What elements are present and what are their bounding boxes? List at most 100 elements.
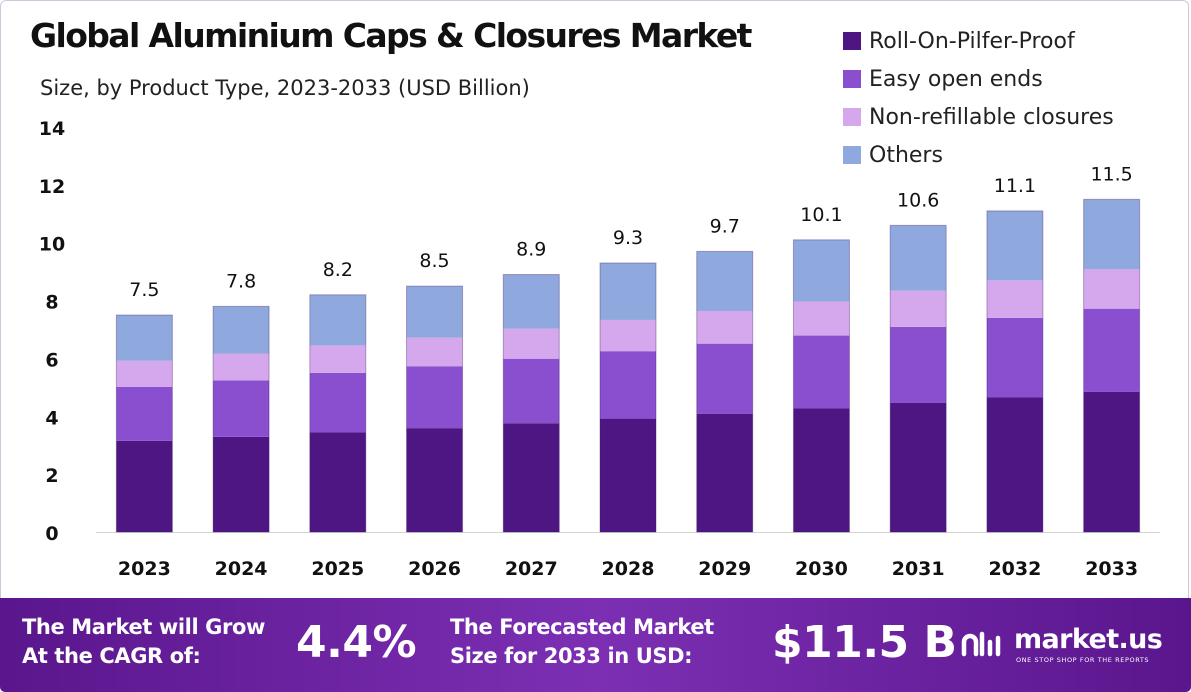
bar-segment [309, 372, 366, 433]
bar-segment [406, 286, 463, 338]
market-us-logo: market.us ONE STOP SHOP FOR THE REPORTS [960, 624, 1175, 668]
bar-segment [986, 317, 1043, 398]
bar-outline [696, 250, 754, 533]
bar-segment [696, 251, 753, 311]
total-data-label: 10.1 [800, 204, 842, 226]
x-tick-label: 2027 [505, 558, 558, 580]
bar-segment [600, 418, 656, 532]
legend-item: Easy open ends [843, 60, 1114, 98]
y-tick-label: 2 [45, 465, 58, 487]
total-data-label: 9.3 [613, 227, 643, 249]
y-tick-label: 12 [39, 176, 65, 198]
bar-segment [793, 408, 850, 532]
bar-segment [503, 423, 560, 532]
bar-segment [793, 335, 850, 409]
bar-segment [503, 274, 560, 329]
x-tick-label: 2024 [215, 558, 268, 580]
bar-segment [986, 210, 1043, 281]
market-us-logo-icon [961, 631, 1001, 657]
legend-label: Easy open ends [869, 66, 1043, 92]
x-tick-label: 2031 [892, 558, 945, 580]
bar-segment [600, 319, 656, 352]
y-tick-label: 10 [39, 234, 65, 256]
bar-segment [793, 301, 850, 336]
bar-segment [1083, 391, 1140, 532]
legend-swatch [843, 32, 861, 50]
legend-item: Roll-On-Pilfer-Proof [843, 22, 1114, 60]
bar-outline [889, 224, 947, 533]
bar-segment [213, 353, 270, 381]
bar-segment [503, 328, 560, 359]
legend-item: Non-refillable closures [843, 98, 1114, 136]
bar-segment [406, 428, 463, 532]
bar-outline [406, 285, 464, 533]
forecast-label: The Forecasted Market Size for 2033 in U… [450, 613, 714, 671]
x-tick-label: 2025 [311, 558, 364, 580]
bar-segment [890, 225, 947, 291]
bar-segment [890, 326, 947, 403]
legend-swatch [843, 108, 861, 126]
cagr-label-line1: The Market will Grow [22, 615, 265, 639]
bar-segment [793, 239, 850, 302]
bar-segment [503, 358, 560, 424]
x-tick-label: 2028 [602, 558, 655, 580]
cagr-label: The Market will Grow At the CAGR of: [22, 613, 265, 671]
bar-segment [406, 337, 463, 367]
logo-tagline: ONE STOP SHOP FOR THE REPORTS [1016, 656, 1150, 664]
bar-segment [309, 294, 366, 346]
total-data-label: 7.8 [226, 270, 256, 292]
bar-segment [696, 310, 753, 344]
legend-label: Others [869, 142, 943, 168]
x-tick-label: 2023 [118, 558, 171, 580]
cagr-label-line2: At the CAGR of: [22, 644, 201, 668]
total-data-label: 11.5 [1090, 163, 1132, 185]
bar-segment [309, 432, 366, 532]
bar-segment [890, 290, 947, 327]
bar-segment [213, 380, 270, 437]
bar-segment [986, 397, 1043, 532]
bar-segment [1083, 199, 1140, 270]
legend-item: Others [843, 136, 1114, 174]
chart-subtitle: Size, by Product Type, 2023-2033 (USD Bi… [40, 76, 530, 100]
x-tick-label: 2032 [988, 558, 1041, 580]
chart-title: Global Aluminium Caps & Closures Market [30, 16, 752, 55]
x-tick-label: 2030 [795, 558, 848, 580]
bar-outline [502, 274, 560, 533]
forecast-value: $11.5 B [772, 617, 957, 668]
bar-segment [309, 345, 366, 373]
bar-segment [213, 436, 270, 532]
y-tick-label: 4 [45, 407, 58, 429]
bar-outline [309, 294, 367, 533]
x-tick-label: 2033 [1085, 558, 1138, 580]
stacked-bar-chart: 0 2 4 6 8 10 12 14 7.5 2023 7.8 2024 8.2 2025 8.5 2026 8… [39, 118, 1160, 580]
total-data-label: 8.9 [516, 239, 546, 261]
total-data-label: 9.7 [710, 215, 740, 237]
footer-banner: The Market will Grow At the CAGR of: 4.4… [0, 598, 1191, 692]
forecast-label-line1: The Forecasted Market [450, 615, 714, 639]
y-tick-label: 6 [45, 349, 58, 371]
bar-segment [696, 413, 753, 532]
bar-segment [1083, 308, 1140, 392]
bar-segment [213, 306, 270, 354]
y-tick-label: 14 [39, 118, 65, 140]
bar-outline [212, 305, 270, 533]
legend-label: Roll-On-Pilfer-Proof [869, 28, 1075, 54]
bar-outline [1083, 198, 1141, 533]
chart-legend: Roll-On-Pilfer-Proof Easy open ends Non-re… [843, 22, 1114, 174]
x-tick-label: 2029 [698, 558, 751, 580]
bar-segment [1083, 269, 1140, 309]
y-tick-label: 0 [45, 523, 58, 545]
total-data-label: 11.1 [994, 175, 1036, 197]
bar-segment [600, 351, 656, 419]
bar-segment [116, 440, 173, 532]
logo-name: market.us [1014, 624, 1163, 655]
legend-swatch [843, 70, 861, 88]
forecast-label-line2: Size for 2033 in USD: [450, 644, 693, 668]
bar-segment [116, 315, 173, 361]
bar-segment [116, 386, 173, 441]
total-data-label: 8.2 [323, 259, 353, 281]
bar-outline [599, 262, 657, 533]
cagr-value: 4.4% [296, 617, 417, 668]
bar-outline [115, 314, 173, 533]
bar-segment [696, 343, 753, 414]
